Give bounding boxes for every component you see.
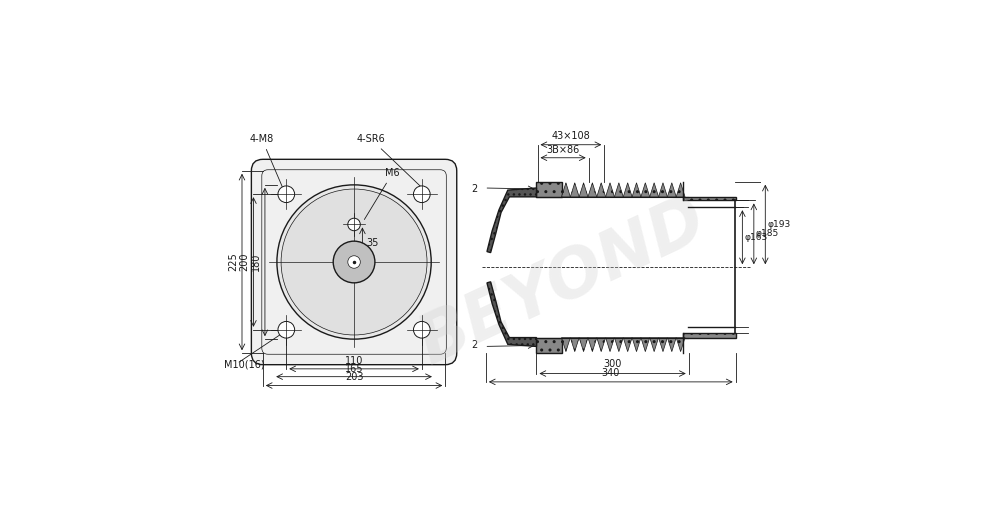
Circle shape	[278, 186, 295, 203]
Circle shape	[413, 321, 430, 338]
Polygon shape	[588, 337, 597, 352]
Polygon shape	[606, 337, 614, 352]
Polygon shape	[623, 337, 632, 352]
FancyBboxPatch shape	[251, 159, 457, 365]
Polygon shape	[623, 183, 632, 197]
Text: 2: 2	[471, 184, 478, 194]
Polygon shape	[650, 337, 659, 352]
Polygon shape	[632, 183, 641, 197]
Circle shape	[413, 186, 430, 203]
Polygon shape	[597, 337, 606, 352]
Text: 2: 2	[471, 341, 478, 351]
Text: 43×108: 43×108	[552, 130, 590, 140]
Polygon shape	[667, 183, 676, 197]
Polygon shape	[676, 183, 685, 197]
Circle shape	[348, 256, 360, 268]
Text: φ185: φ185	[756, 230, 779, 238]
Text: φ163: φ163	[744, 233, 768, 242]
Bar	[536, 337, 562, 353]
Text: 200: 200	[239, 253, 249, 271]
Text: 4-M8: 4-M8	[250, 134, 283, 188]
Polygon shape	[650, 183, 659, 197]
Text: BEYOND: BEYOND	[408, 188, 717, 378]
Polygon shape	[579, 183, 588, 197]
Circle shape	[348, 218, 360, 231]
Text: 300: 300	[603, 359, 622, 369]
Text: 340: 340	[602, 368, 620, 378]
Polygon shape	[659, 183, 667, 197]
Text: 110: 110	[345, 356, 363, 366]
Polygon shape	[570, 337, 579, 352]
Text: 225: 225	[228, 253, 238, 271]
Text: 3B×86: 3B×86	[546, 145, 580, 155]
Polygon shape	[562, 337, 570, 352]
Bar	[536, 182, 562, 197]
Text: 203: 203	[345, 373, 363, 383]
Polygon shape	[606, 183, 614, 197]
Bar	[683, 333, 736, 337]
Polygon shape	[579, 337, 588, 352]
Polygon shape	[588, 183, 597, 197]
Polygon shape	[641, 183, 650, 197]
Polygon shape	[632, 337, 641, 352]
Polygon shape	[562, 183, 570, 197]
Polygon shape	[597, 183, 606, 197]
Text: M6: M6	[364, 168, 400, 220]
Text: 180: 180	[251, 253, 261, 271]
Polygon shape	[487, 282, 536, 346]
Polygon shape	[614, 183, 623, 197]
Circle shape	[281, 189, 427, 335]
Polygon shape	[570, 183, 579, 197]
Circle shape	[278, 321, 295, 338]
Polygon shape	[659, 337, 667, 352]
Circle shape	[277, 185, 431, 339]
Bar	[683, 197, 736, 201]
Circle shape	[333, 241, 375, 283]
Text: 4-SR6: 4-SR6	[357, 134, 422, 188]
Polygon shape	[667, 337, 676, 352]
Polygon shape	[614, 337, 623, 352]
Polygon shape	[487, 188, 536, 253]
Polygon shape	[676, 337, 685, 352]
Text: 35: 35	[366, 238, 378, 248]
Polygon shape	[641, 337, 650, 352]
Text: 165: 165	[345, 364, 363, 374]
Text: M10(16): M10(16)	[224, 360, 264, 370]
Text: φ193: φ193	[767, 220, 791, 229]
